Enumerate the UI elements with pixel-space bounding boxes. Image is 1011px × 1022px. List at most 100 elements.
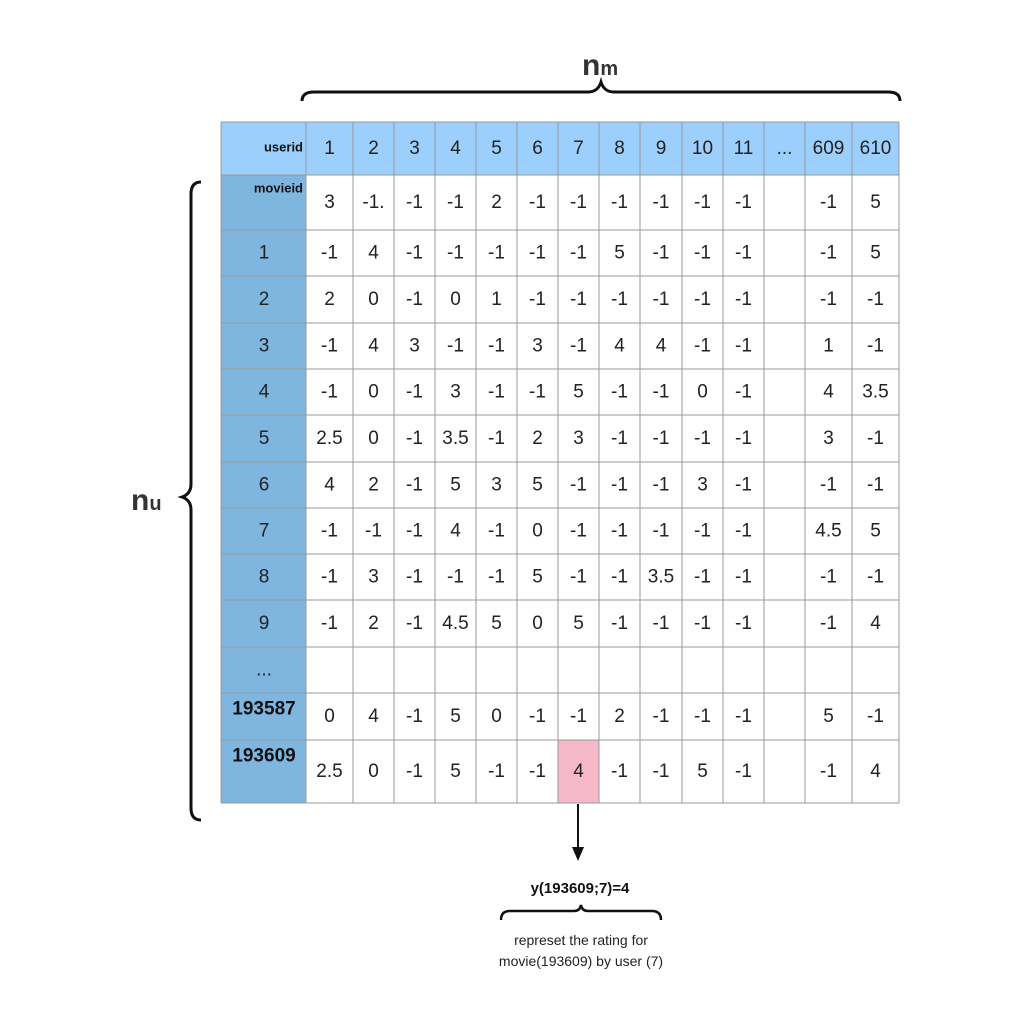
rating-cell: 0 xyxy=(368,761,379,782)
rating-cell: 3 xyxy=(491,475,502,496)
rating-cell: -1 xyxy=(735,382,752,403)
rating-cell: -1 xyxy=(529,289,546,310)
rating-cell: 5 xyxy=(870,243,881,264)
rating-cell: -1 xyxy=(820,243,837,264)
rating-cell: -1 xyxy=(653,243,670,264)
rating-cell: -1 xyxy=(735,567,752,588)
rating-cell: -1 xyxy=(735,289,752,310)
column-header-3: 3 xyxy=(409,138,420,159)
rating-cell: -1 xyxy=(694,243,711,264)
column-header-1: 1 xyxy=(324,138,335,159)
row-header-background xyxy=(221,175,306,803)
rating-cell: -1 xyxy=(406,475,423,496)
rating-cell: 3.5 xyxy=(442,428,468,449)
rating-cell: -1 xyxy=(406,521,423,542)
column-header-4: 4 xyxy=(450,138,461,159)
rating-cell: -1 xyxy=(365,521,382,542)
rating-cell: 0 xyxy=(450,289,461,310)
rating-cell: 4 xyxy=(368,243,379,264)
rating-cell: 5 xyxy=(491,613,502,634)
row-header-label: 5 xyxy=(259,428,270,449)
rating-cell: -1 xyxy=(653,521,670,542)
rating-cell: 3 xyxy=(532,336,543,357)
rating-cell: -1 xyxy=(570,567,587,588)
rating-cell: -1 xyxy=(611,613,628,634)
caption-line-1: represet the rating for xyxy=(514,932,648,948)
rating-cell: -1 xyxy=(321,567,338,588)
rating-cell: 4 xyxy=(823,382,834,403)
rating-cell: -1 xyxy=(406,243,423,264)
rating-cell: -1 xyxy=(820,761,837,782)
rating-cell: -1 xyxy=(820,567,837,588)
rating-cell: -1 xyxy=(653,761,670,782)
rating-cell: 2 xyxy=(368,613,379,634)
row-header-label: 4 xyxy=(259,382,270,403)
side-brace-label-sub: u xyxy=(149,493,161,515)
column-header-2: 2 xyxy=(368,138,379,159)
rating-cell: -1 xyxy=(694,336,711,357)
rating-cell: -1 xyxy=(694,706,711,727)
rating-cell: -1 xyxy=(321,382,338,403)
column-header-5: 5 xyxy=(491,138,502,159)
rating-cell: -1 xyxy=(820,475,837,496)
rating-cell: 0 xyxy=(532,613,543,634)
row-header-label: 7 xyxy=(259,521,270,542)
rating-cell: 1 xyxy=(491,289,502,310)
rating-cell: 4.5 xyxy=(815,521,841,542)
rating-cell: -1 xyxy=(570,243,587,264)
rating-cell: -1 xyxy=(447,243,464,264)
rating-cell: -1 xyxy=(611,192,628,213)
rating-cell: -1 xyxy=(406,613,423,634)
rating-cell: 2.5 xyxy=(316,428,342,449)
rating-cell: -1 xyxy=(611,567,628,588)
rating-cell: -1 xyxy=(321,336,338,357)
rating-cell: -1 xyxy=(529,192,546,213)
pointer-arrow-head xyxy=(572,847,584,861)
rating-cell: 5 xyxy=(450,761,461,782)
rating-cell: 4 xyxy=(368,706,379,727)
column-header-9: 9 xyxy=(656,138,667,159)
column-header-7: 7 xyxy=(573,138,584,159)
rating-cell: 5 xyxy=(573,382,584,403)
rating-cell: -1 xyxy=(406,761,423,782)
rating-cell: 0 xyxy=(368,382,379,403)
rating-cell: 5 xyxy=(532,475,543,496)
top-brace-label-sub: m xyxy=(600,58,618,80)
rating-cell: -1 xyxy=(735,192,752,213)
rating-cell: -1 xyxy=(653,706,670,727)
column-header-13: 609 xyxy=(813,138,845,159)
side-brace-label: nu xyxy=(131,484,162,517)
column-header-8: 8 xyxy=(614,138,625,159)
rating-cell: -1 xyxy=(488,382,505,403)
rating-cell: -1 xyxy=(570,192,587,213)
rating-cell: -1 xyxy=(653,192,670,213)
rating-cell: -1 xyxy=(406,706,423,727)
top-brace xyxy=(300,76,902,102)
side-brace xyxy=(177,180,202,822)
rating-cell: -1 xyxy=(406,567,423,588)
rating-cell: 0 xyxy=(368,428,379,449)
side-brace-label-main: n xyxy=(131,484,149,517)
rating-cell: -1 xyxy=(529,243,546,264)
rating-cell: -1 xyxy=(529,382,546,403)
rating-cell: 4.5 xyxy=(442,613,468,634)
corner-userid-label: userid xyxy=(264,140,303,155)
rating-cell: 3 xyxy=(450,382,461,403)
rating-cell: -1. xyxy=(362,192,384,213)
rating-cell: -1 xyxy=(653,428,670,449)
rating-cell: 5 xyxy=(697,761,708,782)
rating-cell: 4 xyxy=(368,336,379,357)
rating-cell: 5 xyxy=(573,613,584,634)
rating-cell: 2 xyxy=(614,706,625,727)
row-header-label: 9 xyxy=(259,613,270,634)
rating-cell: 3 xyxy=(409,336,420,357)
rating-cell: -1 xyxy=(488,336,505,357)
highlighted-cell xyxy=(558,740,599,803)
rating-cell: -1 xyxy=(694,428,711,449)
column-header-11: 11 xyxy=(734,138,754,159)
rating-cell: -1 xyxy=(529,761,546,782)
rating-cell: -1 xyxy=(867,336,884,357)
rating-cell: -1 xyxy=(611,761,628,782)
rating-cell: 5 xyxy=(870,521,881,542)
